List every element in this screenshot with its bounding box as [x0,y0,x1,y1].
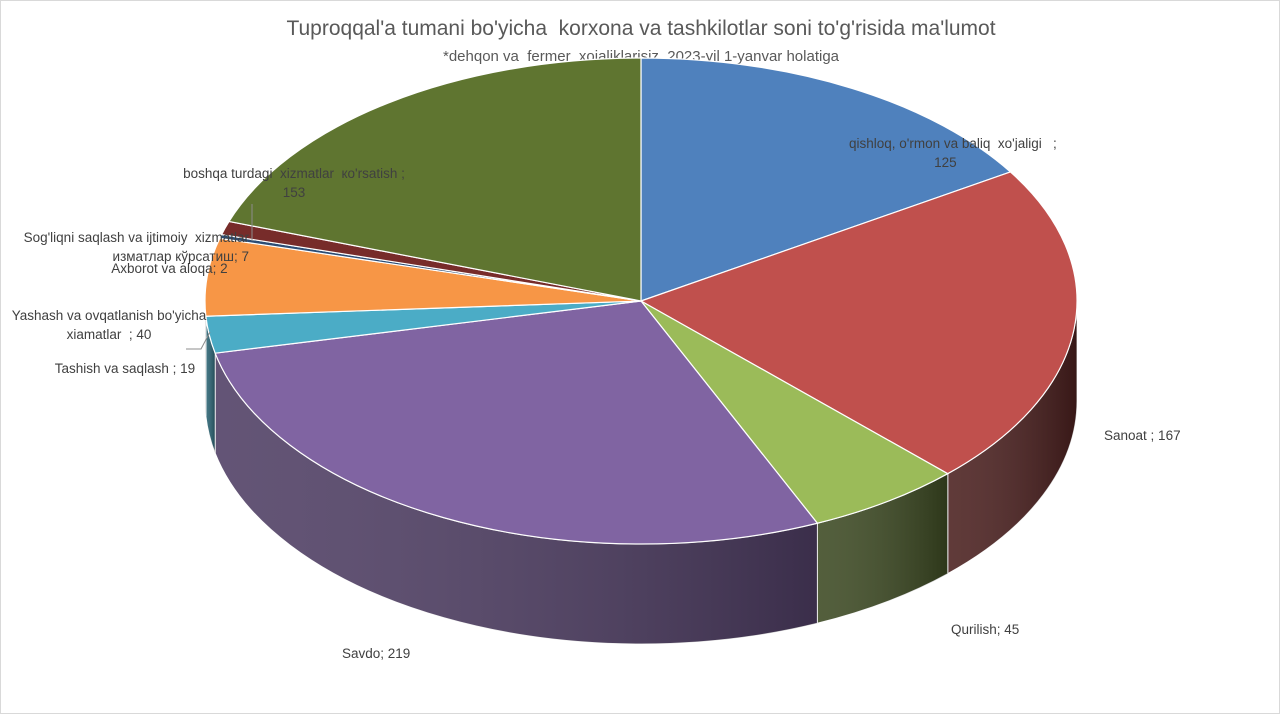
data-label-boshqa: boshqa turdagi xizmatlar ко'rsatish ; 153 [183,166,405,200]
pie-slice-sanoat [639,171,1078,475]
pie-side-shade-savdo [215,353,818,644]
data-label-sogliqni: Sog'liqni saqlash va ijtimoiy xizmatlar и… [23,230,249,264]
data-label-axborot: Axborot va aloqa; 2 [111,261,228,276]
pie-side-shade-qurilish [817,473,948,624]
pie-slice-boshqa [228,57,642,302]
pie-side-shade-sanoat [947,301,1077,574]
data-label-qurilish: Qurilish; 45 [951,622,1020,637]
pie-side-shade-tashish [205,316,216,454]
pie-slice-qurilish [640,300,949,524]
pie-slice-qishloq [640,57,1012,302]
pie-slice-yashash [204,237,642,317]
leader-line-tashish [186,331,211,350]
pie-slice-savdo [214,300,819,545]
data-label-qishloq: qishloq, o'rmon va baliq xo'jaligi ; 125 [849,136,1057,170]
data-label-sanoat: Sanoat ; 167 [1104,428,1181,443]
data-label-tashish: Tashish va saqlash ; 19 [54,361,196,376]
pie-side-shade-yashash [205,301,206,417]
data-label-savdo: Savdo; 219 [342,646,411,661]
data-label-yashash: Yashash va ovqatlanish bo'yicha xiamatlar… [11,308,207,342]
chart-title: Tuproqqal'a tumani bo'yicha korxona va t… [286,17,996,40]
